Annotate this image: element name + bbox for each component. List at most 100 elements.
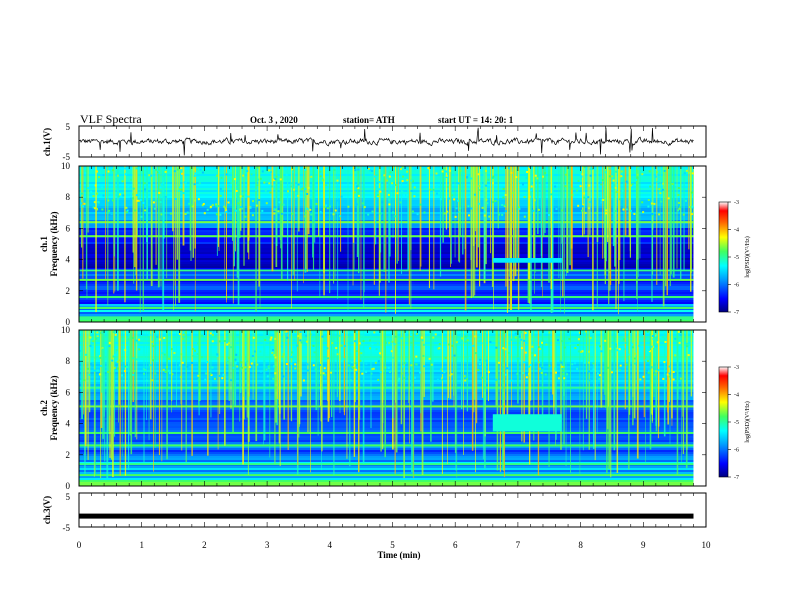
spectrogram-speckle	[502, 196, 505, 199]
spectrogram-speckle	[507, 351, 510, 354]
spectrogram-speckle	[391, 182, 394, 185]
sferic-streak	[216, 166, 218, 256]
spectrogram-speckle	[507, 167, 510, 170]
sferic-streak	[346, 330, 348, 459]
spectrogram-speckle	[142, 367, 145, 370]
spectrogram-speckle	[323, 367, 326, 370]
sferic-streak	[563, 330, 565, 397]
sferic-streak	[279, 330, 281, 466]
sferic-streak	[571, 166, 573, 271]
spectrogram-speckle	[597, 372, 599, 375]
spectrogram-speckle	[651, 214, 654, 217]
spectrogram-speckle	[312, 344, 315, 347]
spectrogram-speckle	[180, 353, 183, 356]
spectrogram-speckle	[282, 203, 285, 206]
x-axis-tick-labels: 0 1 2 3 4 5 6 7 8 9 10	[77, 540, 711, 550]
sferic-streak	[454, 330, 456, 453]
spectrogram-speckle	[123, 364, 126, 367]
sferic-streak	[87, 166, 89, 233]
spectrogram-speckle	[571, 363, 574, 366]
sferic-streak	[336, 330, 338, 398]
sferic-streak	[258, 166, 260, 287]
sferic-streak	[104, 330, 106, 462]
spectrogram-speckle	[450, 373, 453, 376]
spectrogram-speckle	[90, 363, 93, 366]
sferic-streak	[594, 330, 596, 461]
spectrogram-speckle	[162, 368, 165, 371]
spectrogram-speckle	[139, 199, 142, 201]
spectrogram-speckle	[515, 176, 518, 179]
spectrogram-speckle	[211, 366, 214, 369]
spectrogram-speckle	[387, 193, 390, 196]
sferic-streak	[561, 166, 562, 244]
spectrogram-band	[79, 410, 694, 413]
sferic-streak	[592, 166, 594, 311]
spectrogram-speckle	[563, 346, 566, 349]
spectrogram-speckle	[561, 365, 563, 368]
x-tick-label: 6	[453, 540, 458, 550]
spectrogram-speckle	[454, 215, 457, 218]
spectrogram-speckle	[403, 362, 406, 364]
spectrogram-speckle	[454, 344, 457, 347]
spectrogram-speckle	[415, 344, 417, 347]
sferic-streak	[100, 330, 102, 479]
sferic-streak	[516, 166, 518, 263]
spectrogram-speckle	[531, 351, 534, 354]
spectrogram-speckle	[523, 339, 526, 342]
spectrogram-speckle	[510, 171, 513, 174]
sferic-streak	[408, 330, 410, 404]
spectrogram-speckle	[625, 180, 628, 183]
sferic-streak	[112, 330, 114, 477]
spectrogram-speckle	[108, 345, 111, 348]
spectrogram-speckle	[315, 202, 318, 205]
spectrogram-speckle	[230, 182, 233, 184]
spectrogram-speckle	[224, 207, 227, 210]
spectrogram-speckle	[502, 188, 505, 190]
sferic-streak	[636, 330, 639, 459]
spectrogram-speckle	[80, 202, 83, 205]
sferic-streak	[607, 330, 609, 430]
emission-patch	[492, 258, 562, 263]
spectrogram-speckle	[199, 168, 202, 171]
sferic-streak	[458, 166, 459, 262]
spectrogram-speckle	[377, 378, 380, 381]
sferic-streak	[109, 330, 111, 416]
spectrogram-speckle	[336, 353, 339, 356]
spectrogram-speckle	[280, 345, 283, 348]
spectrogram-speckle	[518, 335, 521, 338]
spectrogram-speckle	[589, 379, 592, 382]
sferic-streak	[672, 166, 675, 278]
spectrogram-speckle	[132, 357, 134, 360]
spectrogram-speckle	[634, 352, 637, 355]
spectrogram-speckle	[112, 169, 114, 172]
spectrogram-speckle	[480, 169, 483, 172]
spectrogram-speckle	[474, 352, 477, 355]
spectrogram-speckle	[443, 167, 446, 170]
spectrogram-speckle	[480, 376, 483, 379]
station-label: station= ATH	[343, 115, 395, 125]
spectrogram-speckle	[179, 376, 182, 378]
spectrogram-speckle	[376, 194, 379, 196]
spectrogram-speckle	[544, 172, 547, 175]
sferic-streak	[143, 330, 145, 464]
spectrogram-speckle	[122, 194, 125, 197]
spectrogram-band	[79, 430, 694, 433]
spectrogram-speckle	[639, 378, 642, 381]
sferic-streak	[419, 166, 421, 271]
spectrogram-band	[79, 390, 694, 393]
spectrogram-speckle	[126, 209, 129, 212]
spectrogram-speckle	[289, 185, 292, 188]
spectrogram-speckle	[438, 342, 441, 345]
spectrogram-band	[79, 422, 694, 425]
spectrogram-speckle	[347, 205, 350, 208]
spectrogram-speckle	[159, 196, 162, 199]
sferic-streak	[455, 330, 457, 471]
sferic-streak	[290, 330, 293, 422]
sferic-streak	[553, 330, 555, 421]
spectrogram-speckle	[350, 379, 352, 382]
spectrogram-speckle	[419, 333, 421, 336]
sferic-streak	[482, 330, 484, 460]
spectrogram-speckle	[330, 371, 333, 374]
spectrogram-speckle	[323, 205, 326, 208]
